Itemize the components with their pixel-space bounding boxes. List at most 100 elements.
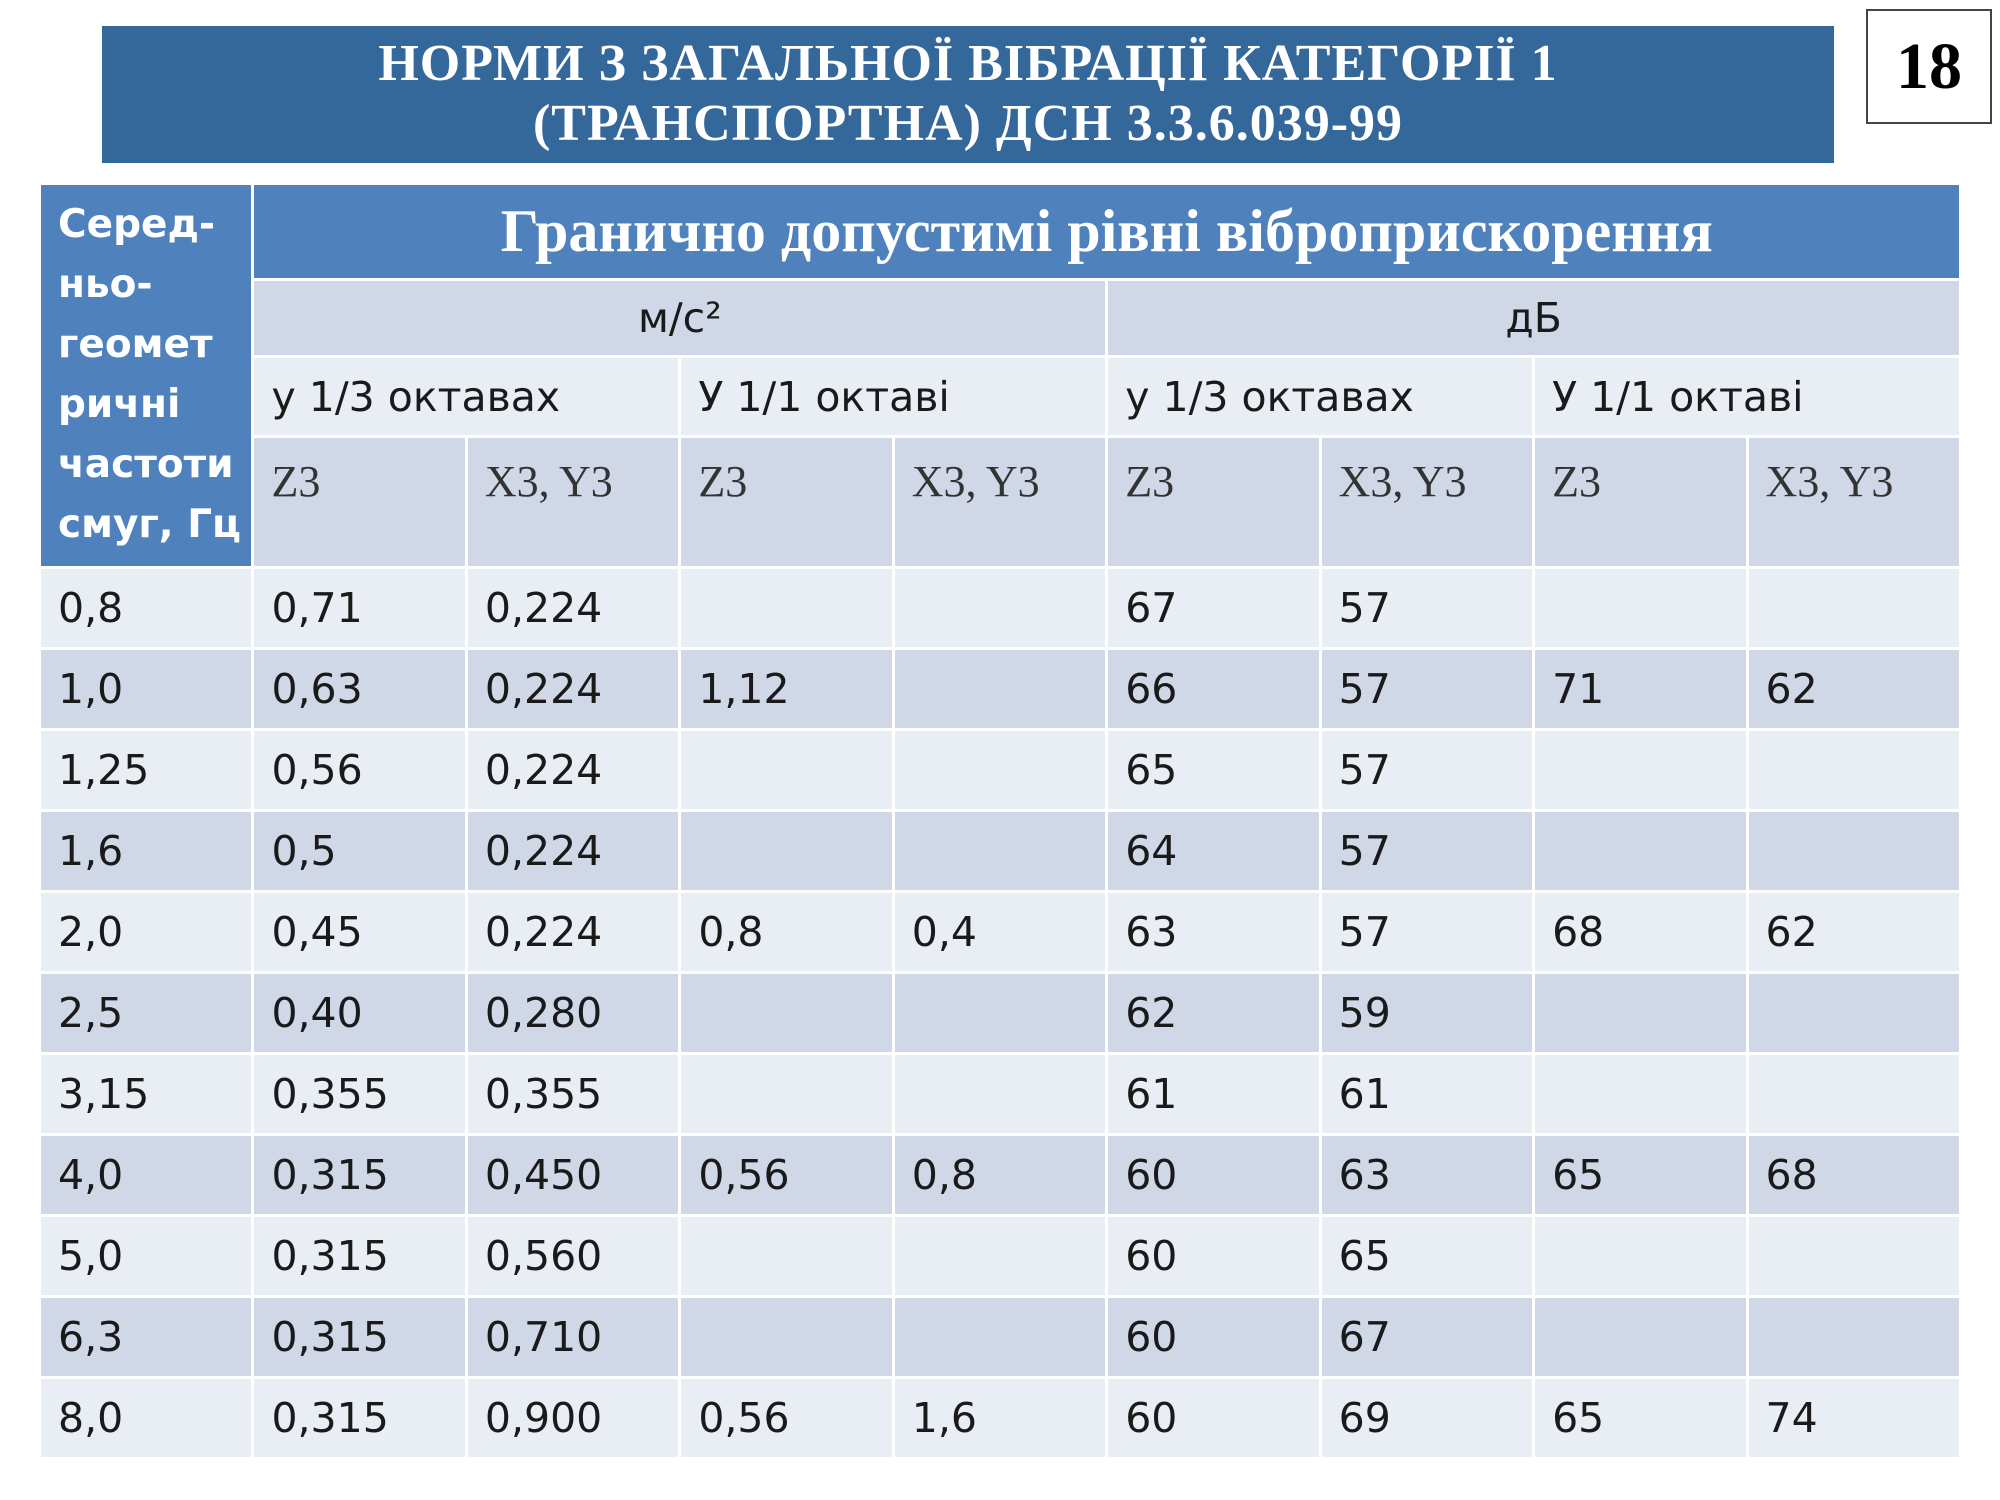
unit-header: м/с²: [254, 281, 1106, 355]
empty-cell: [681, 974, 892, 1052]
value-cell: 0,8: [894, 1136, 1106, 1214]
value-cell: 57: [1321, 731, 1533, 809]
header-row: м/с² дБ: [41, 281, 1959, 355]
value-cell: 0,450: [467, 1136, 679, 1214]
value-cell: 0,224: [467, 569, 679, 647]
empty-cell: [894, 569, 1106, 647]
data-row: 2,5 0,40 0,280 62 59: [41, 974, 1959, 1052]
value-cell: 1,12: [681, 650, 892, 728]
subgroup-header: у 1/3 октавах: [254, 358, 679, 435]
axis-header: Z3: [254, 438, 465, 566]
empty-cell: [894, 731, 1106, 809]
empty-cell: [1748, 1217, 1959, 1295]
row-header: Серед-ньо-геомет ричні частоти смуг, Гц: [41, 185, 252, 566]
empty-cell: [1748, 1055, 1959, 1133]
empty-cell: [1535, 974, 1746, 1052]
value-cell: 67: [1321, 1298, 1533, 1376]
value-cell: 0,8: [681, 893, 892, 971]
row-header-line: ньо-: [58, 262, 153, 307]
empty-cell: [894, 650, 1106, 728]
value-cell: 61: [1108, 1055, 1319, 1133]
frequency-cell: 1,0: [41, 650, 252, 728]
frequency-cell: 6,3: [41, 1298, 252, 1376]
empty-cell: [681, 1055, 892, 1133]
value-cell: 0,315: [254, 1217, 465, 1295]
axis-header: X3, Y3: [894, 438, 1106, 566]
axis-header: Z3: [681, 438, 892, 566]
empty-cell: [681, 1217, 892, 1295]
value-cell: 66: [1108, 650, 1319, 728]
empty-cell: [681, 731, 892, 809]
value-cell: 68: [1748, 1136, 1959, 1214]
data-row: 4,0 0,315 0,450 0,56 0,8 60 63 65 68: [41, 1136, 1959, 1214]
value-cell: 59: [1321, 974, 1533, 1052]
value-cell: 57: [1321, 569, 1533, 647]
value-cell: 0,315: [254, 1298, 465, 1376]
value-cell: 0,315: [254, 1136, 465, 1214]
empty-cell: [1748, 569, 1959, 647]
value-cell: 0,56: [681, 1379, 892, 1457]
row-header-line: ричні: [58, 382, 181, 427]
value-cell: 60: [1108, 1298, 1319, 1376]
data-row: 1,6 0,5 0,224 64 57: [41, 812, 1959, 890]
empty-cell: [1535, 569, 1746, 647]
value-cell: 0,900: [467, 1379, 679, 1457]
data-row: 8,0 0,315 0,900 0,56 1,6 60 69 65 74: [41, 1379, 1959, 1457]
axis-header: Z3: [1108, 438, 1319, 566]
data-row: 2,0 0,45 0,224 0,8 0,4 63 57 68 62: [41, 893, 1959, 971]
axis-header: X3, Y3: [1748, 438, 1959, 566]
value-cell: 0,40: [254, 974, 465, 1052]
value-cell: 0,5: [254, 812, 465, 890]
empty-cell: [894, 974, 1106, 1052]
value-cell: 0,71: [254, 569, 465, 647]
frequency-cell: 1,6: [41, 812, 252, 890]
empty-cell: [681, 1298, 892, 1376]
value-cell: 68: [1535, 893, 1746, 971]
subgroup-header: у 1/3 октавах: [1108, 358, 1533, 435]
value-cell: 65: [1321, 1217, 1533, 1295]
frequency-cell: 5,0: [41, 1217, 252, 1295]
row-header-line: Серед-: [58, 202, 216, 247]
value-cell: 71: [1535, 650, 1746, 728]
group-title: Гранично допустимі рівні віброприскоренн…: [254, 185, 1959, 278]
frequency-cell: 1,25: [41, 731, 252, 809]
empty-cell: [894, 1217, 1106, 1295]
row-header-line: частоти: [58, 442, 234, 487]
value-cell: 0,224: [467, 893, 679, 971]
value-cell: 0,63: [254, 650, 465, 728]
value-cell: 63: [1321, 1136, 1533, 1214]
empty-cell: [681, 569, 892, 647]
empty-cell: [681, 812, 892, 890]
empty-cell: [1535, 1217, 1746, 1295]
value-cell: 57: [1321, 893, 1533, 971]
axis-header: X3, Y3: [1321, 438, 1533, 566]
value-cell: 62: [1748, 650, 1959, 728]
value-cell: 0,56: [254, 731, 465, 809]
value-cell: 60: [1108, 1136, 1319, 1214]
value-cell: 65: [1535, 1379, 1746, 1457]
norms-table: Серед-ньо-геомет ричні частоти смуг, Гц Гран…: [38, 182, 1962, 1460]
empty-cell: [1748, 974, 1959, 1052]
empty-cell: [894, 1055, 1106, 1133]
title-banner: НОРМИ З ЗАГАЛЬНОЇ ВІБРАЦІЇ КАТЕГОРІЇ 1 (…: [102, 26, 1834, 163]
value-cell: 0,560: [467, 1217, 679, 1295]
value-cell: 0,224: [467, 731, 679, 809]
data-row: 5,0 0,315 0,560 60 65: [41, 1217, 1959, 1295]
value-cell: 65: [1108, 731, 1319, 809]
value-cell: 62: [1748, 893, 1959, 971]
value-cell: 74: [1748, 1379, 1959, 1457]
title-line: НОРМИ З ЗАГАЛЬНОЇ ВІБРАЦІЇ КАТЕГОРІЇ 1: [378, 35, 1558, 92]
empty-cell: [1535, 731, 1746, 809]
value-cell: 63: [1108, 893, 1319, 971]
header-row: у 1/3 октавах У 1/1 октаві у 1/3 октавах У …: [41, 358, 1959, 435]
frequency-cell: 2,0: [41, 893, 252, 971]
frequency-cell: 8,0: [41, 1379, 252, 1457]
empty-cell: [1748, 1298, 1959, 1376]
empty-cell: [1748, 731, 1959, 809]
value-cell: 64: [1108, 812, 1319, 890]
frequency-cell: 4,0: [41, 1136, 252, 1214]
value-cell: 65: [1535, 1136, 1746, 1214]
row-header-line: геомет: [58, 322, 213, 367]
page-number: 18: [1866, 9, 1992, 124]
